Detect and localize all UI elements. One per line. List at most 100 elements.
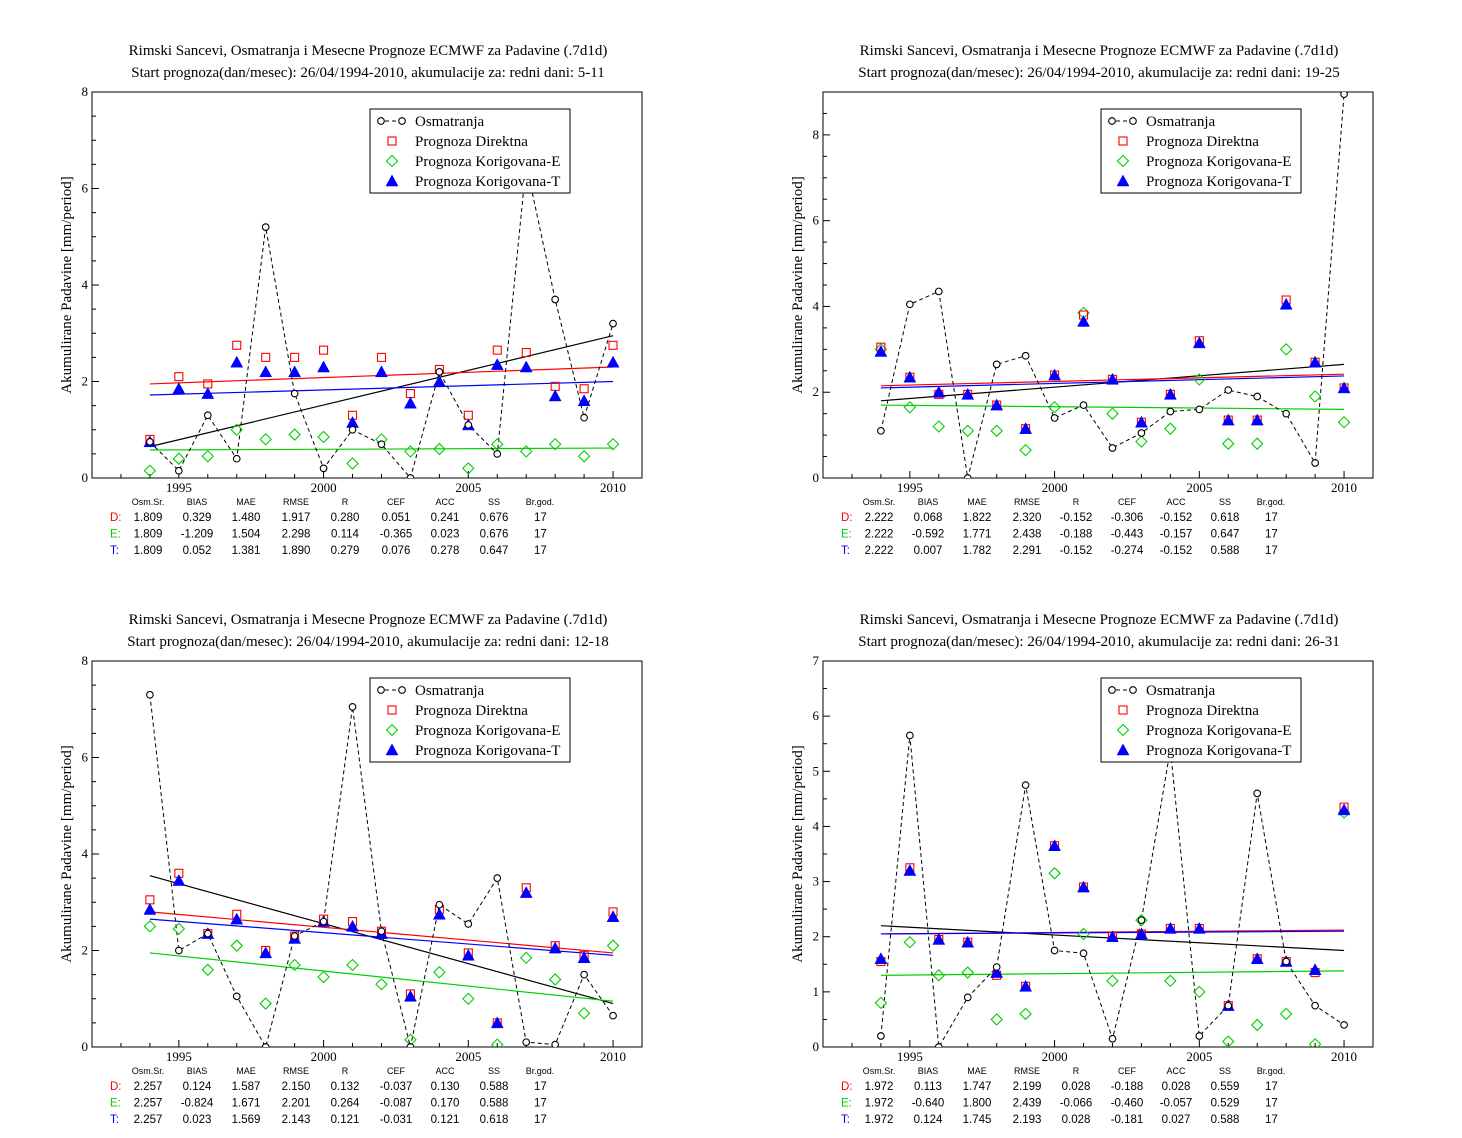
data-point-corrected-e	[577, 450, 591, 463]
stats-header: Osm.Sr.	[863, 1066, 896, 1076]
data-point-observed	[1166, 407, 1175, 416]
legend-marker-observed	[398, 117, 406, 125]
data-point-corrected-t	[288, 365, 302, 378]
stats-cell: 0.130	[431, 1081, 460, 1093]
data-point-corrected-e	[288, 958, 301, 972]
data-point-corrected-t	[346, 919, 359, 932]
data-point-corrected-t	[1134, 415, 1148, 428]
stats-cell: 0.588	[1211, 1114, 1240, 1126]
data-point-observed	[1195, 1032, 1204, 1040]
data-point-direct	[521, 347, 531, 358]
data-point-corrected-t	[259, 946, 273, 959]
data-point-observed	[261, 223, 270, 231]
stats-cell: 2.222	[865, 512, 894, 524]
x-tick-label: 2000	[1042, 1049, 1068, 1064]
stats-cell: 17	[1265, 545, 1278, 557]
x-tick-label: 2010	[600, 1049, 626, 1064]
stats-row-label: E:	[841, 1098, 852, 1110]
stats-cell: 17	[534, 1098, 547, 1110]
data-point-corrected-t	[230, 912, 244, 925]
stats-cell: -1.209	[181, 529, 214, 541]
stats-header: SS	[1219, 497, 1231, 507]
data-point-corrected-t	[1163, 921, 1177, 934]
data-point-observed	[406, 474, 415, 478]
stats-cell: 1.809	[134, 529, 163, 541]
y-tick-label: 4	[82, 846, 89, 861]
y-tick-label: 3	[813, 874, 820, 889]
legend-marker-observed	[1108, 117, 1116, 125]
data-point-observed	[1108, 1034, 1117, 1043]
data-point-corrected-t	[903, 370, 917, 383]
data-point-corrected-e	[288, 428, 301, 441]
stats-cell: 2.201	[282, 1098, 311, 1110]
data-point-direct	[145, 895, 155, 905]
stats-cell: 17	[1265, 1098, 1278, 1110]
data-point-corrected-e	[172, 452, 186, 465]
stats-cell: 0.023	[431, 529, 460, 541]
data-point-corrected-e	[1077, 927, 1090, 941]
stats-cell: -0.152	[1160, 512, 1193, 524]
stats-cell: 2.222	[865, 529, 894, 541]
y-tick-label: 0	[82, 470, 89, 485]
data-point-corrected-t	[1106, 930, 1119, 942]
stats-header: RMSE	[1014, 497, 1040, 507]
legend-marker-observed	[398, 686, 406, 694]
y-tick-label: 0	[82, 1039, 89, 1054]
stats-cell: 0.280	[331, 512, 360, 524]
legend-marker-corrected-t	[1116, 743, 1130, 756]
stats-cell: 0.676	[480, 512, 509, 524]
stats-cell: -0.640	[912, 1098, 945, 1110]
data-point-observed	[174, 946, 183, 955]
stats-cell: 17	[1265, 529, 1278, 541]
stats-header: R	[342, 497, 349, 507]
stats-cell: 2.143	[282, 1114, 311, 1126]
legend-label: Prognoza Korigovana-E	[415, 154, 560, 170]
data-point-observed	[464, 920, 473, 928]
data-point-observed	[1224, 1001, 1233, 1010]
data-point-direct	[232, 340, 242, 350]
data-point-corrected-t	[548, 389, 562, 402]
stats-cell: -0.824	[181, 1098, 214, 1110]
data-point-observed	[1340, 92, 1348, 98]
stats-header: Br.god.	[526, 1066, 555, 1076]
data-point-corrected-e	[519, 951, 533, 965]
x-tick-label: 1995	[897, 480, 923, 495]
stats-header: Osm.Sr.	[132, 497, 165, 507]
data-point-corrected-e	[317, 430, 330, 444]
stats-cell: -0.057	[1160, 1098, 1193, 1110]
stats-cell: 0.068	[914, 512, 943, 524]
stats-cell: 0.114	[331, 529, 360, 541]
y-tick-label: 6	[813, 213, 820, 228]
data-point-observed	[261, 1043, 270, 1047]
data-point-corrected-e	[990, 1013, 1003, 1026]
stats-cell: -0.157	[1160, 529, 1193, 541]
trend-line-corrected-e	[880, 970, 1345, 976]
data-point-corrected-t	[577, 394, 591, 407]
y-tick-label: 6	[82, 181, 89, 196]
stats-cell: 0.618	[1211, 512, 1240, 524]
stats-header: ACC	[435, 497, 455, 507]
chart-subtitle: Start prognoza(dan/mesec): 26/04/1994-20…	[127, 634, 609, 650]
y-tick-label: 4	[813, 298, 820, 313]
data-point-observed	[435, 900, 444, 909]
stats-cell: 1.972	[865, 1114, 894, 1126]
stats-cell: 1.972	[865, 1098, 894, 1110]
data-point-corrected-t	[1077, 314, 1090, 327]
data-point-observed	[905, 731, 914, 740]
stats-header: Br.god.	[1257, 497, 1286, 507]
data-point-corrected-e	[433, 965, 446, 979]
stats-cell: 2.150	[282, 1081, 311, 1093]
data-point-corrected-e	[1193, 373, 1206, 386]
data-point-corrected-t	[577, 951, 591, 963]
data-point-observed	[1108, 444, 1117, 452]
legend-label: Prognoza Direktna	[415, 703, 528, 719]
data-point-corrected-t	[259, 365, 273, 378]
stats-cell: -0.152	[1160, 545, 1193, 557]
data-point-observed	[992, 963, 1001, 971]
observed-series-line	[880, 94, 1345, 478]
stats-header: BIAS	[918, 1066, 939, 1076]
legend-marker-corrected-e	[385, 723, 399, 737]
data-point-observed	[609, 1011, 617, 1020]
data-point-observed	[464, 421, 473, 429]
stats-header: CEF	[387, 1066, 406, 1076]
